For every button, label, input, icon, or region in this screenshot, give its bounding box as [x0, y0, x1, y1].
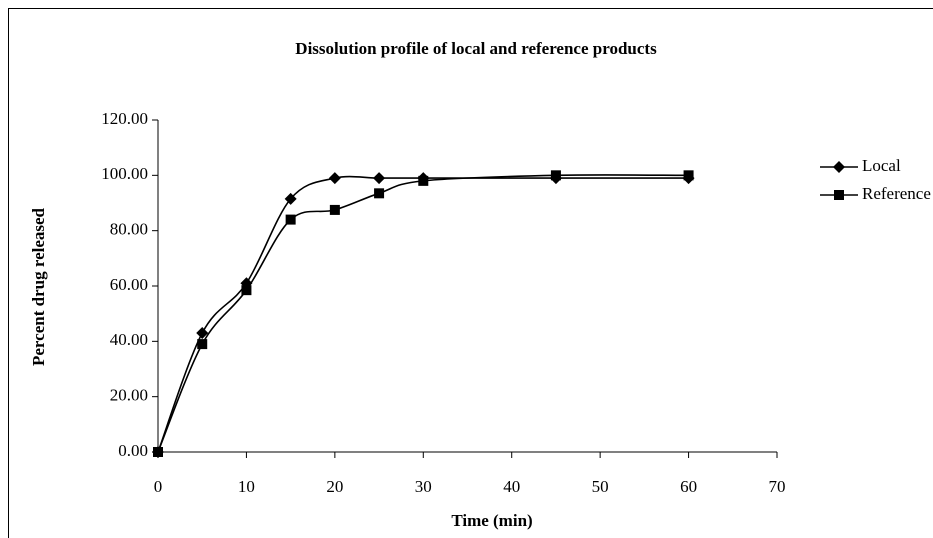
chart-border: [8, 8, 933, 538]
y-tick-label: 0.00: [118, 441, 148, 460]
legend-label: Reference: [862, 184, 931, 203]
x-tick-label: 40: [503, 477, 520, 496]
y-tick-label: 20.00: [110, 386, 148, 405]
data-point: [329, 204, 340, 215]
y-tick-label: 100.00: [101, 164, 148, 183]
series-line: [157, 174, 689, 453]
x-tick-label: 60: [680, 477, 697, 496]
data-point: [241, 285, 252, 296]
data-point: [284, 192, 297, 205]
y-tick-label: 40.00: [110, 330, 148, 349]
legend-marker: [834, 190, 844, 200]
x-tick-label: 30: [415, 477, 432, 496]
x-tick-label: 0: [154, 477, 163, 496]
chart-title: Dissolution profile of local and referen…: [295, 39, 657, 58]
legend-marker: [833, 161, 845, 173]
y-tick-label: 60.00: [110, 275, 148, 294]
data-point: [328, 172, 341, 185]
x-tick-label: 10: [238, 477, 255, 496]
x-tick-label: 70: [769, 477, 786, 496]
data-point: [374, 188, 385, 199]
legend-label: Local: [862, 156, 901, 175]
data-point: [418, 175, 429, 186]
x-axis-label: Time (min): [451, 511, 532, 530]
data-point: [285, 214, 296, 225]
x-tick-label: 50: [592, 477, 609, 496]
data-point: [683, 170, 694, 181]
data-point: [153, 447, 163, 457]
data-point: [197, 339, 208, 350]
data-point: [550, 170, 561, 181]
y-axis-label: Percent drug released: [29, 207, 48, 366]
series-line: [157, 175, 689, 453]
y-tick-label: 120.00: [101, 109, 148, 128]
data-point: [373, 172, 386, 185]
x-tick-label: 20: [326, 477, 343, 496]
data-point: [196, 327, 209, 340]
y-tick-label: 80.00: [110, 220, 148, 239]
